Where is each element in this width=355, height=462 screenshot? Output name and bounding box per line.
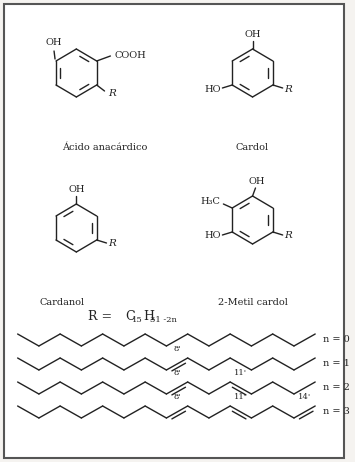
Text: C: C [125, 310, 135, 323]
Text: H: H [143, 310, 154, 323]
Text: 15: 15 [132, 316, 143, 324]
Text: n = 3: n = 3 [323, 407, 350, 417]
Text: OH: OH [244, 30, 261, 39]
Text: 11': 11' [234, 393, 247, 401]
Text: 14': 14' [298, 393, 311, 401]
Text: 31 -2n: 31 -2n [150, 316, 177, 324]
Text: OH: OH [46, 38, 62, 47]
Text: H₃C: H₃C [201, 197, 220, 207]
Text: R: R [285, 85, 293, 93]
Text: 11': 11' [234, 369, 247, 377]
Text: R: R [108, 239, 116, 249]
Text: 8': 8' [173, 393, 181, 401]
Text: n = 1: n = 1 [323, 359, 350, 369]
Text: OH: OH [68, 185, 84, 194]
Text: COOH: COOH [114, 51, 146, 61]
Text: Cardol: Cardol [236, 143, 269, 152]
Text: 2-Metil cardol: 2-Metil cardol [218, 298, 288, 307]
Text: 8': 8' [173, 369, 181, 377]
Text: n = 0: n = 0 [323, 335, 350, 345]
Text: R: R [285, 231, 293, 241]
Text: HO: HO [204, 231, 220, 241]
Text: n = 2: n = 2 [323, 383, 350, 393]
Text: Ácido anacárdico: Ácido anacárdico [62, 143, 147, 152]
Text: Cardanol: Cardanol [39, 298, 84, 307]
Text: OH: OH [248, 177, 265, 186]
Text: HO: HO [204, 85, 220, 93]
Text: R =: R = [88, 310, 113, 323]
Text: R: R [108, 89, 116, 97]
Text: 8': 8' [173, 345, 181, 353]
